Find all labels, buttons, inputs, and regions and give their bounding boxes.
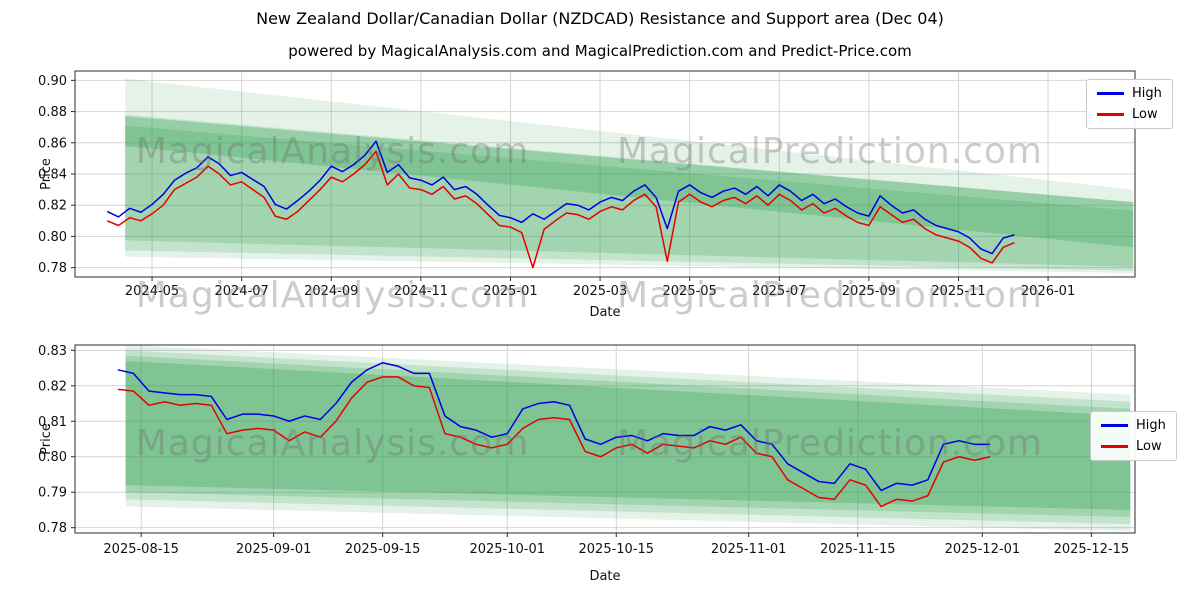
y-tick-label: 0.82: [38, 199, 67, 214]
low-line: [117, 376, 991, 508]
page-title: New Zealand Dollar/Canadian Dollar (NZDC…: [256, 9, 944, 28]
legend-label-low: Low: [1136, 439, 1162, 454]
y-tick-label: 0.81: [38, 415, 67, 430]
legend-top-chart: High Low: [1086, 79, 1173, 129]
x-tick-label: 2025-09-01: [236, 542, 312, 557]
y-tick-label: 0.80: [38, 230, 67, 245]
bottom-chart: 2025-08-15 2025-09-01 2025-09-15 2025-10-01…: [38, 344, 1136, 584]
low-line-swatch: [1097, 113, 1124, 116]
y-tick-label: 0.83: [38, 344, 67, 359]
x-tick-label: 2025-12-01: [945, 542, 1021, 557]
x-tick-label: 2025-10-15: [579, 542, 655, 557]
support-resistance-band: [125, 350, 1131, 525]
support-resistance-band: [125, 345, 1131, 532]
low-line-swatch: [1101, 445, 1128, 448]
legend-item-high: High: [1097, 87, 1162, 100]
y-tick-label: 0.78: [38, 261, 67, 276]
x-tick-label: 2025-11-15: [820, 542, 896, 557]
high-line: [117, 361, 991, 492]
legend-label-high: High: [1136, 418, 1166, 433]
legend-label-high: High: [1132, 86, 1162, 101]
x-tick-label: 2024-07: [214, 284, 268, 299]
x-tick-label: 2024-09: [304, 284, 358, 299]
y-tick-label: 0.78: [38, 521, 67, 536]
x-tick-label: 2025-07: [752, 284, 806, 299]
legend-label-low: Low: [1132, 107, 1158, 122]
high-line: [106, 140, 1015, 255]
x-tick-label: 2026-01: [1021, 284, 1075, 299]
x-axis-label: Date: [589, 569, 620, 584]
high-line-swatch: [1101, 424, 1128, 427]
x-tick-label: 2025-10-01: [469, 542, 545, 557]
support-resistance-band: [125, 125, 1134, 267]
y-tick-label: 0.82: [38, 379, 67, 394]
page-subtitle: powered by MagicalAnalysis.com and Magic…: [288, 42, 912, 60]
high-line-swatch: [1097, 92, 1124, 95]
low-line: [106, 150, 1015, 269]
legend-item-low: Low: [1101, 440, 1166, 453]
x-tick-label: 2025-11: [931, 284, 985, 299]
x-tick-label: 2025-08-15: [103, 542, 179, 557]
support-resistance-band: [125, 116, 1134, 248]
x-tick-label: 2025-11-01: [711, 542, 787, 557]
legend-item-high: High: [1101, 419, 1166, 432]
x-tick-label: 2024-05: [125, 284, 179, 299]
y-tick-label: 0.84: [38, 168, 67, 183]
x-tick-label: 2025-01: [483, 284, 537, 299]
x-tick-label: 2025-05: [663, 284, 717, 299]
legend-bottom-chart: High Low: [1090, 411, 1177, 461]
top-chart: 2024-05 2024-07 2024-09 2024-11 2025-01 2025-…: [38, 70, 1136, 320]
y-tick-label: 0.79: [38, 486, 67, 501]
y-tick-label: 0.80: [38, 450, 67, 465]
y-axis-label: Price: [39, 158, 54, 190]
y-tick-label: 0.90: [38, 74, 67, 89]
support-resistance-band: [125, 78, 1134, 274]
y-axis-label: Price: [39, 423, 54, 455]
x-axis-label: Date: [589, 305, 620, 320]
x-tick-label: 2025-09: [842, 284, 896, 299]
x-tick-label: 2024-11: [394, 284, 448, 299]
y-tick-label: 0.88: [38, 105, 67, 120]
x-tick-label: 2025-09-15: [345, 542, 421, 557]
x-tick-label: 2025-12-15: [1054, 542, 1130, 557]
legend-item-low: Low: [1097, 108, 1162, 121]
x-tick-label: 2025-03: [573, 284, 627, 299]
y-tick-label: 0.86: [38, 136, 67, 151]
